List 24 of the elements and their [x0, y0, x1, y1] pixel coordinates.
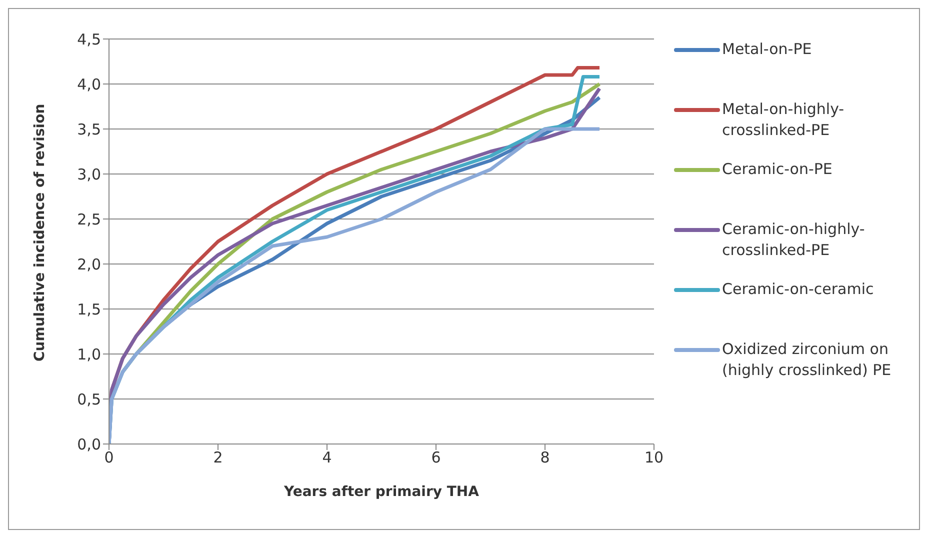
x-axis-title: Years after primairy THA — [283, 484, 480, 500]
y-tick-label: 0,0 — [77, 435, 101, 454]
y-tick-label: 1,5 — [77, 300, 101, 318]
x-tick-label: 6 — [431, 448, 441, 467]
y-tick-label: 4,5 — [77, 30, 101, 48]
legend-label: Metal-on-PE — [722, 39, 812, 60]
x-tick-label: 4 — [322, 448, 332, 467]
y-tick-label: 0,5 — [77, 390, 101, 408]
x-tick-label: 2 — [213, 448, 223, 467]
legend-label: Oxidized zirconium on (highly crosslinked) PE — [722, 339, 892, 381]
y-axis-title: Cumulative incidence of revision — [32, 104, 48, 362]
y-tick-label: 1,0 — [77, 345, 101, 364]
y-tick-label: 2,0 — [77, 255, 101, 274]
x-tick-label: 10 — [644, 448, 664, 467]
x-tick-label: 8 — [540, 448, 550, 467]
legend-label: Ceramic-on-ceramic — [722, 279, 874, 300]
y-tick-label: 3,5 — [77, 120, 101, 138]
y-tick-label: 3,0 — [77, 165, 101, 184]
legend-label: Ceramic-on-PE — [722, 159, 832, 180]
legend-label: Metal-on-highly-crosslinked-PE — [722, 99, 846, 141]
x-tick-label: 0 — [104, 448, 114, 467]
legend-label: Ceramic-on-highly-crosslinked-PE — [722, 219, 866, 261]
y-tick-label: 4,0 — [77, 75, 101, 94]
y-tick-label: 2,5 — [77, 210, 101, 228]
